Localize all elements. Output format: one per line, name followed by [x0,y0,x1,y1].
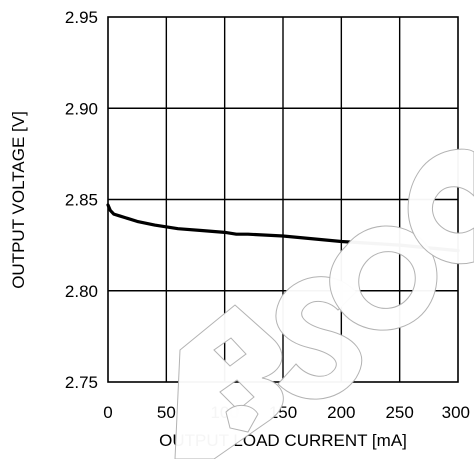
x-tick-label: 200 [327,403,355,422]
series-line [106,203,460,253]
y-tick-label: 2.95 [65,8,98,27]
series-layer [106,203,460,253]
x-tick-labels: 050100150200250300 [103,403,470,422]
x-tick-label: 0 [103,403,112,422]
y-axis-label: OUTPUT VOLTAGE [V] [9,111,28,289]
x-tick-label: 300 [442,403,470,422]
watermark-letter-b [174,304,284,459]
x-tick-label: 250 [385,403,413,422]
y-tick-label: 2.85 [65,191,98,210]
y-tick-label: 2.80 [65,282,98,301]
watermark-letter-o [329,225,438,331]
watermark [174,148,474,459]
x-tick-label: 50 [157,403,176,422]
y-tick-label: 2.75 [65,373,98,392]
y-tick-labels: 2.75 2.80 2.85 2.90 2.95 [65,8,98,392]
grid [108,17,458,382]
watermark-letter-o-small [225,405,259,433]
y-tick-label: 2.90 [65,99,98,118]
